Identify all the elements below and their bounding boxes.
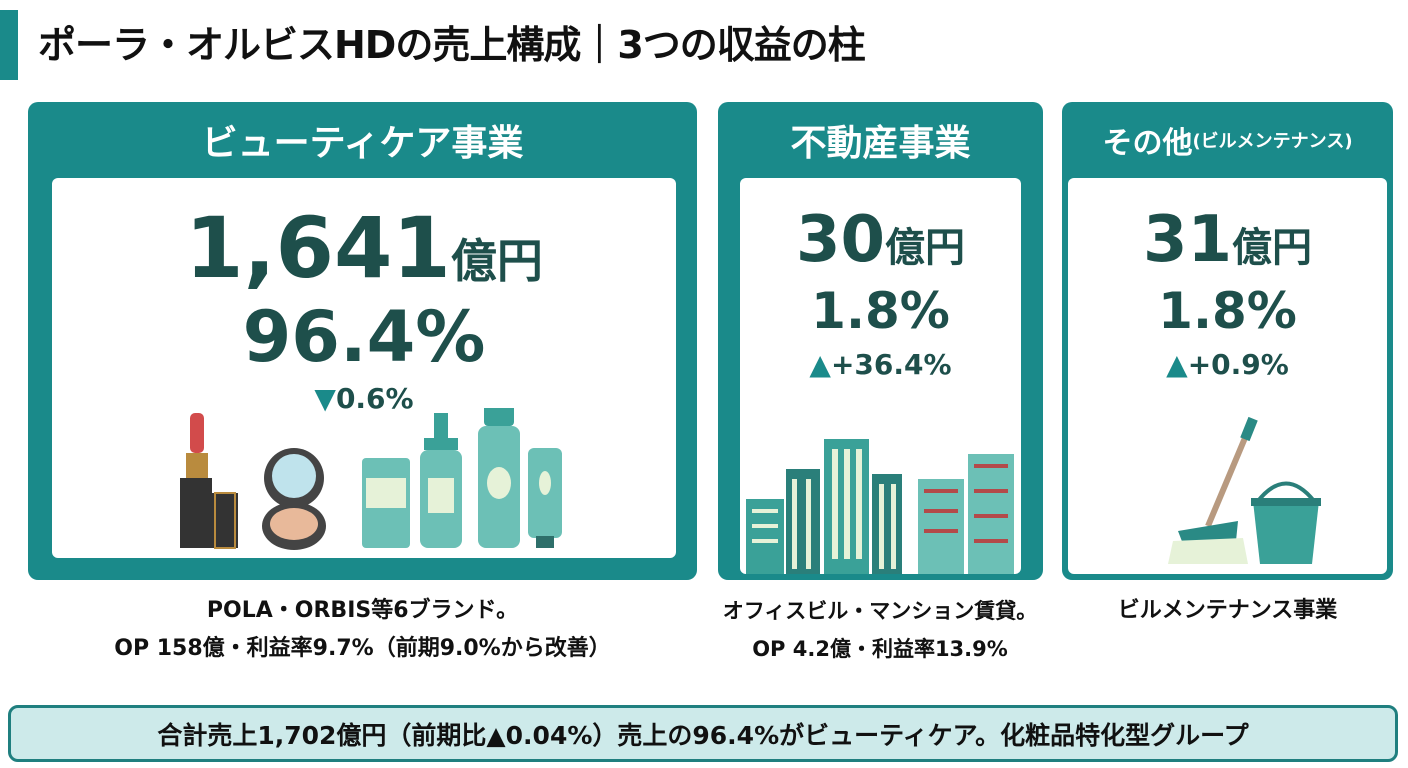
segment-card-real-estate: 不動産事業 30億円 1.8% ▲+36.4% (718, 102, 1043, 580)
segment-sales: 30億円 (795, 203, 966, 277)
title-accent-bar (0, 10, 18, 80)
mop-bucket-icon (1168, 416, 1321, 564)
buildings-icon (746, 439, 1014, 574)
segment-title: ビューティケア事業 (201, 123, 524, 164)
segment-sales: 1,641億円 (185, 199, 543, 297)
segment-change: ▲+0.9% (1166, 348, 1289, 381)
page-title: ポーラ・オルビスHDの売上構成｜3つの収益の柱 (38, 23, 866, 67)
segment-title: その他 (ビルメンテナンス) (1102, 126, 1353, 161)
segment-sales: 31億円 (1142, 203, 1313, 277)
segment-change: ▲+36.4% (809, 348, 952, 381)
segment-card-other: その他 (ビルメンテナンス) 31億円 1.8% ▲+0.9% (1062, 102, 1393, 580)
segment-change: ▼0.6% (314, 382, 414, 415)
cosmetics-icon (180, 408, 562, 550)
segment-caption-other: ビルメンテナンス事業 (1117, 598, 1338, 623)
summary-banner: 合計売上1,702億円（前期比▲0.04%）売上の96.4%がビューティケア。化… (8, 705, 1398, 762)
segment-title: 不動産事業 (790, 123, 971, 164)
segment-share: 96.4% (242, 296, 486, 378)
segment-share: 1.8% (811, 282, 950, 340)
segment-share: 1.8% (1158, 282, 1297, 340)
segment-card-beauty: ビューティケア事業 1,641億円 96.4% ▼0.6% (28, 102, 697, 580)
segment-caption-beauty: POLA・ORBIS等6ブランド。 OP 158億・利益率9.7%（前期9.0%か… (114, 598, 611, 661)
segment-caption-real-estate: オフィスビル・マンション賃貸。 OP 4.2億・利益率13.9% (722, 599, 1038, 661)
